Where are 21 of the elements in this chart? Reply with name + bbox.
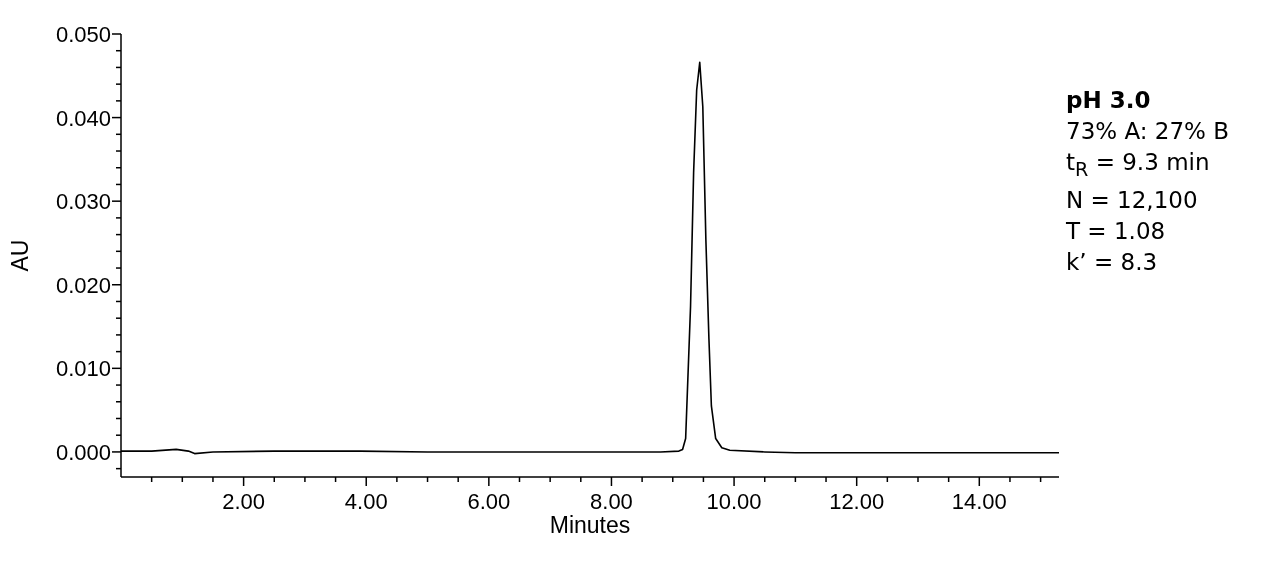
x-tick-label: 6.00 [467,489,511,514]
text: k’ = 8.3 [1066,247,1159,277]
y-tick-label: 0.010 [55,356,111,382]
x-tick-label: 10.00 [706,489,762,514]
x-tick-label: 14.00 [951,489,1007,514]
x-tick-label: 4.00 [344,489,388,514]
text: t$_{R}$ = 9.3 min [1066,148,1211,183]
y-tick-label: 0.040 [55,105,111,131]
x-axis-title: Minutes [549,512,631,538]
text: N = 12,100 [1066,185,1199,215]
text: T = 1.08 [1066,216,1167,246]
y-tick-label: 0.050 [55,22,111,47]
x-tick-label: 8.00 [590,489,633,514]
text: 73% A: 27% B [1066,117,1230,146]
y-tick-label: 0.030 [55,189,111,215]
text: pH 3.0 [1066,86,1152,115]
y-tick-label: 0.020 [55,272,111,298]
y-axis-title: AU [7,239,34,272]
y-tick-label: 0.000 [55,439,111,465]
x-tick-label: 2.00 [222,489,266,514]
x-tick-label: 12.00 [829,489,885,514]
